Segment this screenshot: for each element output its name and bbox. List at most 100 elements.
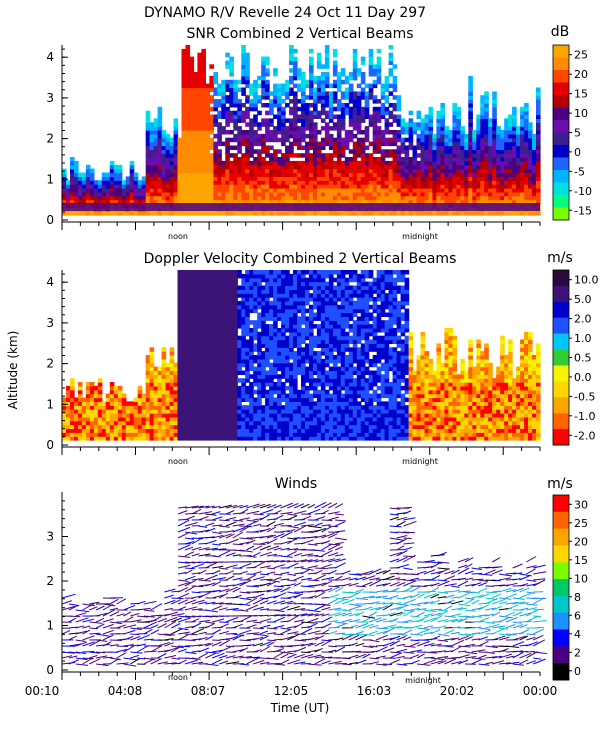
doppler-cell	[245, 413, 250, 418]
doppler-cell	[201, 312, 206, 317]
doppler-cell	[125, 401, 131, 406]
doppler-cell	[289, 432, 294, 437]
snr-cell	[141, 195, 147, 201]
y-tick-label: 2	[46, 132, 54, 146]
snr-cell	[428, 133, 434, 139]
snr-cell	[324, 122, 330, 127]
doppler-cell	[249, 347, 254, 352]
snr-cell	[344, 103, 350, 108]
snr-cell	[245, 72, 250, 77]
doppler-cell	[197, 355, 202, 360]
doppler-cell	[233, 393, 238, 399]
snr-cell	[297, 199, 302, 204]
doppler-cell	[165, 401, 171, 406]
snr-cell	[356, 141, 362, 147]
doppler-cell	[62, 420, 67, 426]
snr-cell	[249, 180, 254, 185]
snr-cell	[408, 180, 414, 185]
doppler-cell	[237, 312, 242, 317]
doppler-cell	[269, 405, 274, 410]
snr-cell	[201, 122, 206, 127]
snr-cell	[372, 64, 378, 69]
doppler-cell	[161, 420, 167, 426]
doppler-cell	[209, 320, 214, 325]
doppler-cell	[253, 304, 258, 310]
snr-cell	[524, 176, 529, 181]
doppler-cell	[129, 436, 135, 441]
snr-cell	[380, 110, 386, 116]
snr-cell	[181, 60, 187, 65]
doppler-cell	[70, 420, 75, 426]
snr-cell	[384, 168, 390, 174]
doppler-cell	[249, 397, 254, 402]
doppler-cell	[273, 370, 278, 375]
doppler-cell	[165, 397, 171, 402]
doppler-cell	[125, 420, 131, 426]
doppler-cell	[229, 293, 234, 298]
doppler-cell	[245, 362, 250, 368]
doppler-cell	[281, 328, 286, 333]
snr-cell	[297, 137, 302, 143]
doppler-cell	[257, 420, 262, 426]
doppler-cell	[165, 374, 171, 379]
snr-cell	[464, 133, 469, 139]
doppler-cell	[285, 355, 290, 360]
snr-cell	[512, 172, 517, 177]
snr-cell	[309, 95, 314, 100]
snr-cell	[233, 199, 238, 204]
snr-cell	[70, 188, 75, 193]
doppler-cell	[209, 273, 214, 279]
snr-cell	[221, 180, 226, 185]
snr-cell	[464, 145, 469, 150]
snr-cell	[348, 91, 354, 96]
doppler-cell	[233, 335, 238, 341]
snr-cell	[237, 130, 242, 135]
snr-cell	[348, 110, 354, 116]
snr-cell	[344, 106, 350, 112]
snr-cell	[241, 110, 246, 116]
snr-cell	[281, 172, 286, 177]
doppler-cell	[277, 401, 282, 406]
snr-title: SNR Combined 2 Vertical Beams	[186, 26, 413, 42]
snr-cell	[229, 118, 234, 123]
doppler-cell	[77, 436, 83, 441]
snr-cell	[245, 141, 250, 147]
snr-cell	[420, 168, 426, 174]
snr-cell	[273, 164, 278, 170]
doppler-cell	[101, 436, 107, 441]
snr-cell	[480, 103, 485, 108]
snr-cell	[277, 180, 282, 185]
snr-cell	[508, 176, 513, 181]
snr-cell	[372, 172, 378, 177]
doppler-cell	[261, 385, 266, 391]
doppler-cell	[66, 424, 71, 429]
snr-cell	[536, 172, 541, 177]
snr-cell	[532, 137, 537, 143]
colorbar-swatch	[553, 120, 569, 133]
snr-cell	[372, 133, 378, 139]
snr-cell	[452, 130, 457, 135]
doppler-cell	[89, 397, 95, 402]
snr-cell	[492, 157, 497, 162]
snr-cell	[528, 191, 533, 197]
doppler-cell	[221, 297, 226, 302]
snr-cell	[245, 133, 250, 139]
doppler-cell	[233, 289, 238, 294]
snr-cell	[145, 195, 151, 201]
snr-cell	[472, 176, 477, 181]
doppler-cell	[269, 416, 274, 422]
doppler-cell	[205, 347, 210, 352]
snr-cell	[261, 145, 266, 150]
snr-cell	[520, 122, 525, 127]
doppler-cell	[89, 428, 95, 433]
doppler-cell	[185, 355, 191, 360]
snr-cell	[261, 72, 266, 77]
doppler-cell	[137, 413, 143, 418]
snr-cell	[237, 149, 242, 154]
doppler-cell	[257, 289, 262, 294]
snr-cell	[209, 95, 214, 100]
snr-cell	[273, 157, 278, 162]
doppler-cell	[197, 428, 202, 433]
snr-cell	[324, 172, 330, 177]
doppler-cell	[149, 351, 155, 356]
